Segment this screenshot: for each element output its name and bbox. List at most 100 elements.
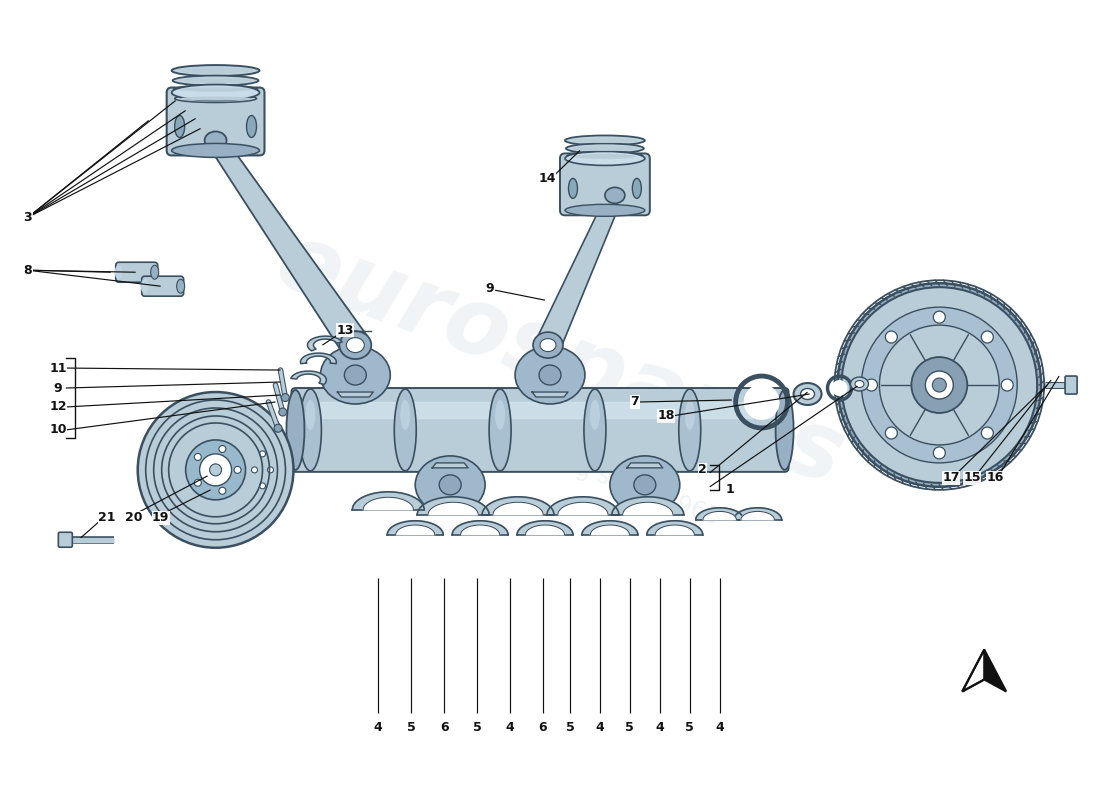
Polygon shape — [703, 511, 737, 520]
Ellipse shape — [178, 68, 253, 74]
Ellipse shape — [801, 389, 814, 399]
Circle shape — [981, 331, 993, 343]
Text: 1: 1 — [725, 483, 734, 496]
Circle shape — [195, 479, 201, 486]
Text: 9: 9 — [54, 382, 63, 394]
FancyBboxPatch shape — [167, 87, 264, 155]
Text: 4: 4 — [656, 721, 664, 734]
FancyBboxPatch shape — [142, 276, 184, 296]
Ellipse shape — [573, 146, 637, 151]
Circle shape — [199, 454, 232, 486]
Ellipse shape — [565, 151, 645, 166]
Text: 2: 2 — [698, 463, 707, 476]
Circle shape — [219, 446, 225, 453]
Circle shape — [210, 464, 221, 476]
Circle shape — [832, 380, 847, 396]
Polygon shape — [517, 521, 573, 534]
Polygon shape — [627, 463, 663, 468]
FancyBboxPatch shape — [116, 262, 157, 282]
Ellipse shape — [566, 143, 644, 154]
Ellipse shape — [344, 365, 366, 385]
Ellipse shape — [566, 151, 642, 162]
Text: 16: 16 — [987, 471, 1004, 484]
Text: 18: 18 — [657, 410, 674, 422]
Ellipse shape — [400, 400, 410, 430]
Circle shape — [260, 483, 265, 489]
Circle shape — [866, 379, 878, 391]
Polygon shape — [734, 508, 782, 520]
Text: 8: 8 — [23, 264, 32, 277]
Ellipse shape — [179, 78, 252, 83]
Ellipse shape — [175, 94, 256, 102]
Circle shape — [933, 311, 945, 323]
Ellipse shape — [540, 338, 556, 351]
Text: 9: 9 — [486, 282, 494, 294]
Ellipse shape — [609, 456, 680, 514]
Text: 5: 5 — [626, 721, 635, 734]
Ellipse shape — [685, 400, 695, 430]
Circle shape — [267, 467, 274, 473]
Ellipse shape — [569, 178, 578, 198]
Text: 17: 17 — [943, 471, 960, 484]
Text: eurospares: eurospares — [264, 214, 857, 506]
Ellipse shape — [439, 475, 461, 495]
Ellipse shape — [205, 131, 227, 150]
Ellipse shape — [173, 75, 258, 86]
Ellipse shape — [340, 331, 372, 359]
Ellipse shape — [172, 65, 260, 76]
Text: 12: 12 — [50, 401, 67, 414]
Text: 4: 4 — [595, 721, 604, 734]
Ellipse shape — [246, 115, 256, 138]
Ellipse shape — [172, 85, 260, 101]
Polygon shape — [532, 392, 568, 397]
Polygon shape — [208, 135, 367, 354]
Text: 10: 10 — [50, 423, 67, 437]
Polygon shape — [461, 525, 499, 534]
Circle shape — [260, 451, 265, 457]
Ellipse shape — [114, 266, 123, 279]
Ellipse shape — [141, 279, 149, 293]
Circle shape — [282, 394, 289, 402]
Ellipse shape — [286, 390, 305, 470]
Text: 20: 20 — [125, 511, 143, 524]
Polygon shape — [547, 497, 619, 515]
Ellipse shape — [534, 332, 563, 358]
Ellipse shape — [590, 400, 600, 430]
Ellipse shape — [565, 135, 645, 146]
Polygon shape — [387, 521, 443, 534]
Text: 5: 5 — [565, 721, 574, 734]
Circle shape — [274, 424, 282, 432]
Polygon shape — [363, 498, 414, 510]
Polygon shape — [300, 353, 337, 364]
Ellipse shape — [415, 456, 485, 514]
Polygon shape — [612, 497, 684, 515]
Ellipse shape — [850, 377, 868, 391]
Text: 4: 4 — [374, 721, 383, 734]
Circle shape — [138, 392, 294, 548]
FancyBboxPatch shape — [560, 154, 650, 215]
Text: 19: 19 — [152, 511, 169, 524]
Text: 11: 11 — [50, 362, 67, 374]
Ellipse shape — [346, 338, 364, 353]
Ellipse shape — [495, 400, 505, 430]
Ellipse shape — [634, 475, 656, 495]
Polygon shape — [352, 492, 425, 510]
Ellipse shape — [490, 389, 512, 471]
Circle shape — [861, 307, 1018, 463]
Ellipse shape — [793, 383, 822, 405]
Polygon shape — [962, 650, 984, 691]
FancyBboxPatch shape — [58, 532, 73, 547]
Text: 4: 4 — [506, 721, 515, 734]
Text: 14: 14 — [538, 172, 556, 185]
Ellipse shape — [574, 154, 636, 159]
Text: a passion for motoring since 1965: a passion for motoring since 1965 — [337, 370, 724, 530]
Ellipse shape — [539, 365, 561, 385]
Circle shape — [886, 331, 898, 343]
Text: 6: 6 — [440, 721, 449, 734]
Ellipse shape — [172, 143, 260, 158]
Polygon shape — [695, 508, 744, 520]
Circle shape — [252, 467, 257, 473]
Polygon shape — [582, 521, 638, 534]
Circle shape — [925, 371, 954, 399]
Text: 5: 5 — [407, 721, 416, 734]
